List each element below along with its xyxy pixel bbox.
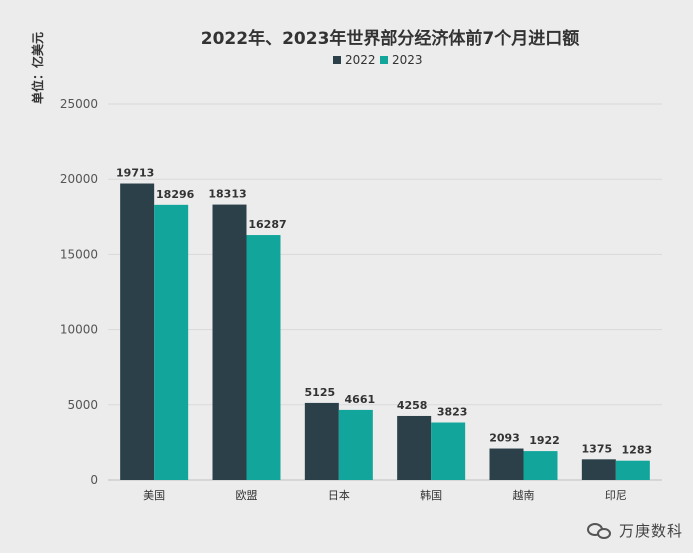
y-tick-label: 20000 (60, 172, 98, 186)
legend-swatch-2022 (333, 56, 341, 64)
data-label-2022-4: 2093 (489, 432, 520, 445)
bar-2022-3 (397, 415, 432, 480)
data-label-2022-0: 19713 (116, 167, 154, 180)
chart-title: 2022年、2023年世界部分经济体前7个月进口额 (201, 28, 579, 49)
y-tick-label: 25000 (60, 97, 98, 111)
category-label-4: 越南 (513, 488, 535, 502)
wechat-icon (586, 521, 613, 541)
category-labels: 美国 欧盟 日本 韩国 越南 印尼 (143, 488, 627, 502)
category-label-1: 欧盟 (236, 489, 258, 502)
y-axis-unit-label: 单位：亿美元 (30, 32, 45, 104)
bars (120, 183, 650, 480)
bar-2022-4 (489, 448, 524, 480)
category-label-3: 韩国 (420, 488, 442, 502)
bar-2022-2 (304, 402, 339, 480)
bar-2023-1 (246, 235, 281, 480)
data-label-2023-3: 3823 (437, 406, 468, 419)
watermark-text: 万庚数科 (618, 522, 683, 540)
bar-2023-4 (523, 451, 558, 480)
bar-2022-1 (212, 204, 247, 480)
watermark: 万庚数科 (586, 520, 683, 541)
gridlines (108, 103, 662, 481)
category-label-2: 日本 (328, 488, 350, 502)
data-label-2023-5: 1283 (622, 444, 653, 457)
data-label-2022-1: 18313 (208, 188, 246, 201)
category-label-0: 美国 (143, 489, 165, 502)
bar-2023-3 (431, 422, 466, 480)
data-label-2023-4: 1922 (529, 434, 560, 447)
data-label-2023-1: 16287 (248, 218, 286, 231)
bar-2023-0 (154, 204, 189, 480)
bar-2023-2 (338, 409, 373, 480)
bar-2022-0 (120, 183, 155, 480)
category-label-5: 印尼 (605, 489, 627, 502)
data-label-2023-2: 4661 (345, 393, 376, 406)
legend-label-2023: 2023 (392, 53, 423, 67)
y-tick-label: 15000 (60, 247, 98, 261)
y-tick-label: 10000 (60, 323, 98, 337)
legend: 2022 2023 (333, 53, 423, 67)
y-tick-label: 5000 (67, 398, 98, 412)
data-label-2022-5: 1375 (582, 442, 613, 455)
y-axis-ticks: 0 5000 10000 15000 20000 25000 (60, 97, 98, 487)
data-label-2022-2: 5125 (305, 386, 336, 399)
bar-2022-5 (581, 459, 616, 480)
bar-2023-5 (615, 460, 650, 480)
legend-swatch-2023 (380, 56, 388, 64)
data-label-2022-3: 4258 (397, 399, 428, 412)
y-tick-label: 0 (90, 473, 98, 487)
legend-label-2022: 2022 (345, 53, 376, 67)
data-label-2023-0: 18296 (156, 188, 195, 201)
